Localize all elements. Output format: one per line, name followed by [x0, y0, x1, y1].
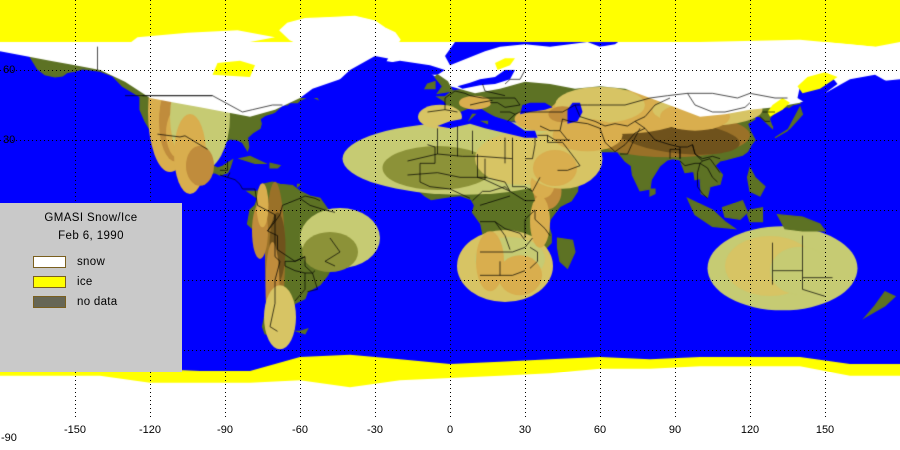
- x-tick-label: 90: [668, 424, 682, 436]
- x-tick-label: -120: [138, 424, 162, 436]
- legend-class-list: snow ice no data: [0, 253, 182, 310]
- x-tick-label: -60: [292, 424, 308, 436]
- legend-item-label: no data: [77, 295, 118, 308]
- x-tick-label: -90: [217, 424, 233, 436]
- map-legend-panel: GMASI Snow/Ice Feb 6, 1990 snow ice no dat…: [0, 203, 182, 372]
- legend-item: ice: [33, 273, 182, 290]
- x-tick-label: 150: [815, 424, 835, 436]
- legend-swatch-no-data: [33, 295, 66, 308]
- x-tick-label: 0: [446, 424, 454, 436]
- x-tick-label: -150: [63, 424, 87, 436]
- x-tick-label: 120: [740, 424, 760, 436]
- legend-item: snow: [33, 253, 182, 270]
- legend-title: GMASI Snow/Ice: [44, 212, 138, 224]
- y-tick-label: 30: [3, 134, 16, 146]
- legend-item-label: snow: [77, 255, 106, 268]
- latitude-min-label: -90: [1, 432, 17, 444]
- legend-item: no data: [33, 293, 182, 310]
- y-tick-label: 60: [3, 64, 16, 76]
- x-tick-label: 30: [518, 424, 532, 436]
- x-tick-label: -30: [367, 424, 383, 436]
- legend-item-label: ice: [77, 275, 93, 288]
- legend-swatch-ice: [33, 275, 66, 288]
- legend-date: Feb 6, 1990: [58, 230, 124, 242]
- legend-swatch-snow: [33, 255, 66, 268]
- x-tick-label: 60: [593, 424, 607, 436]
